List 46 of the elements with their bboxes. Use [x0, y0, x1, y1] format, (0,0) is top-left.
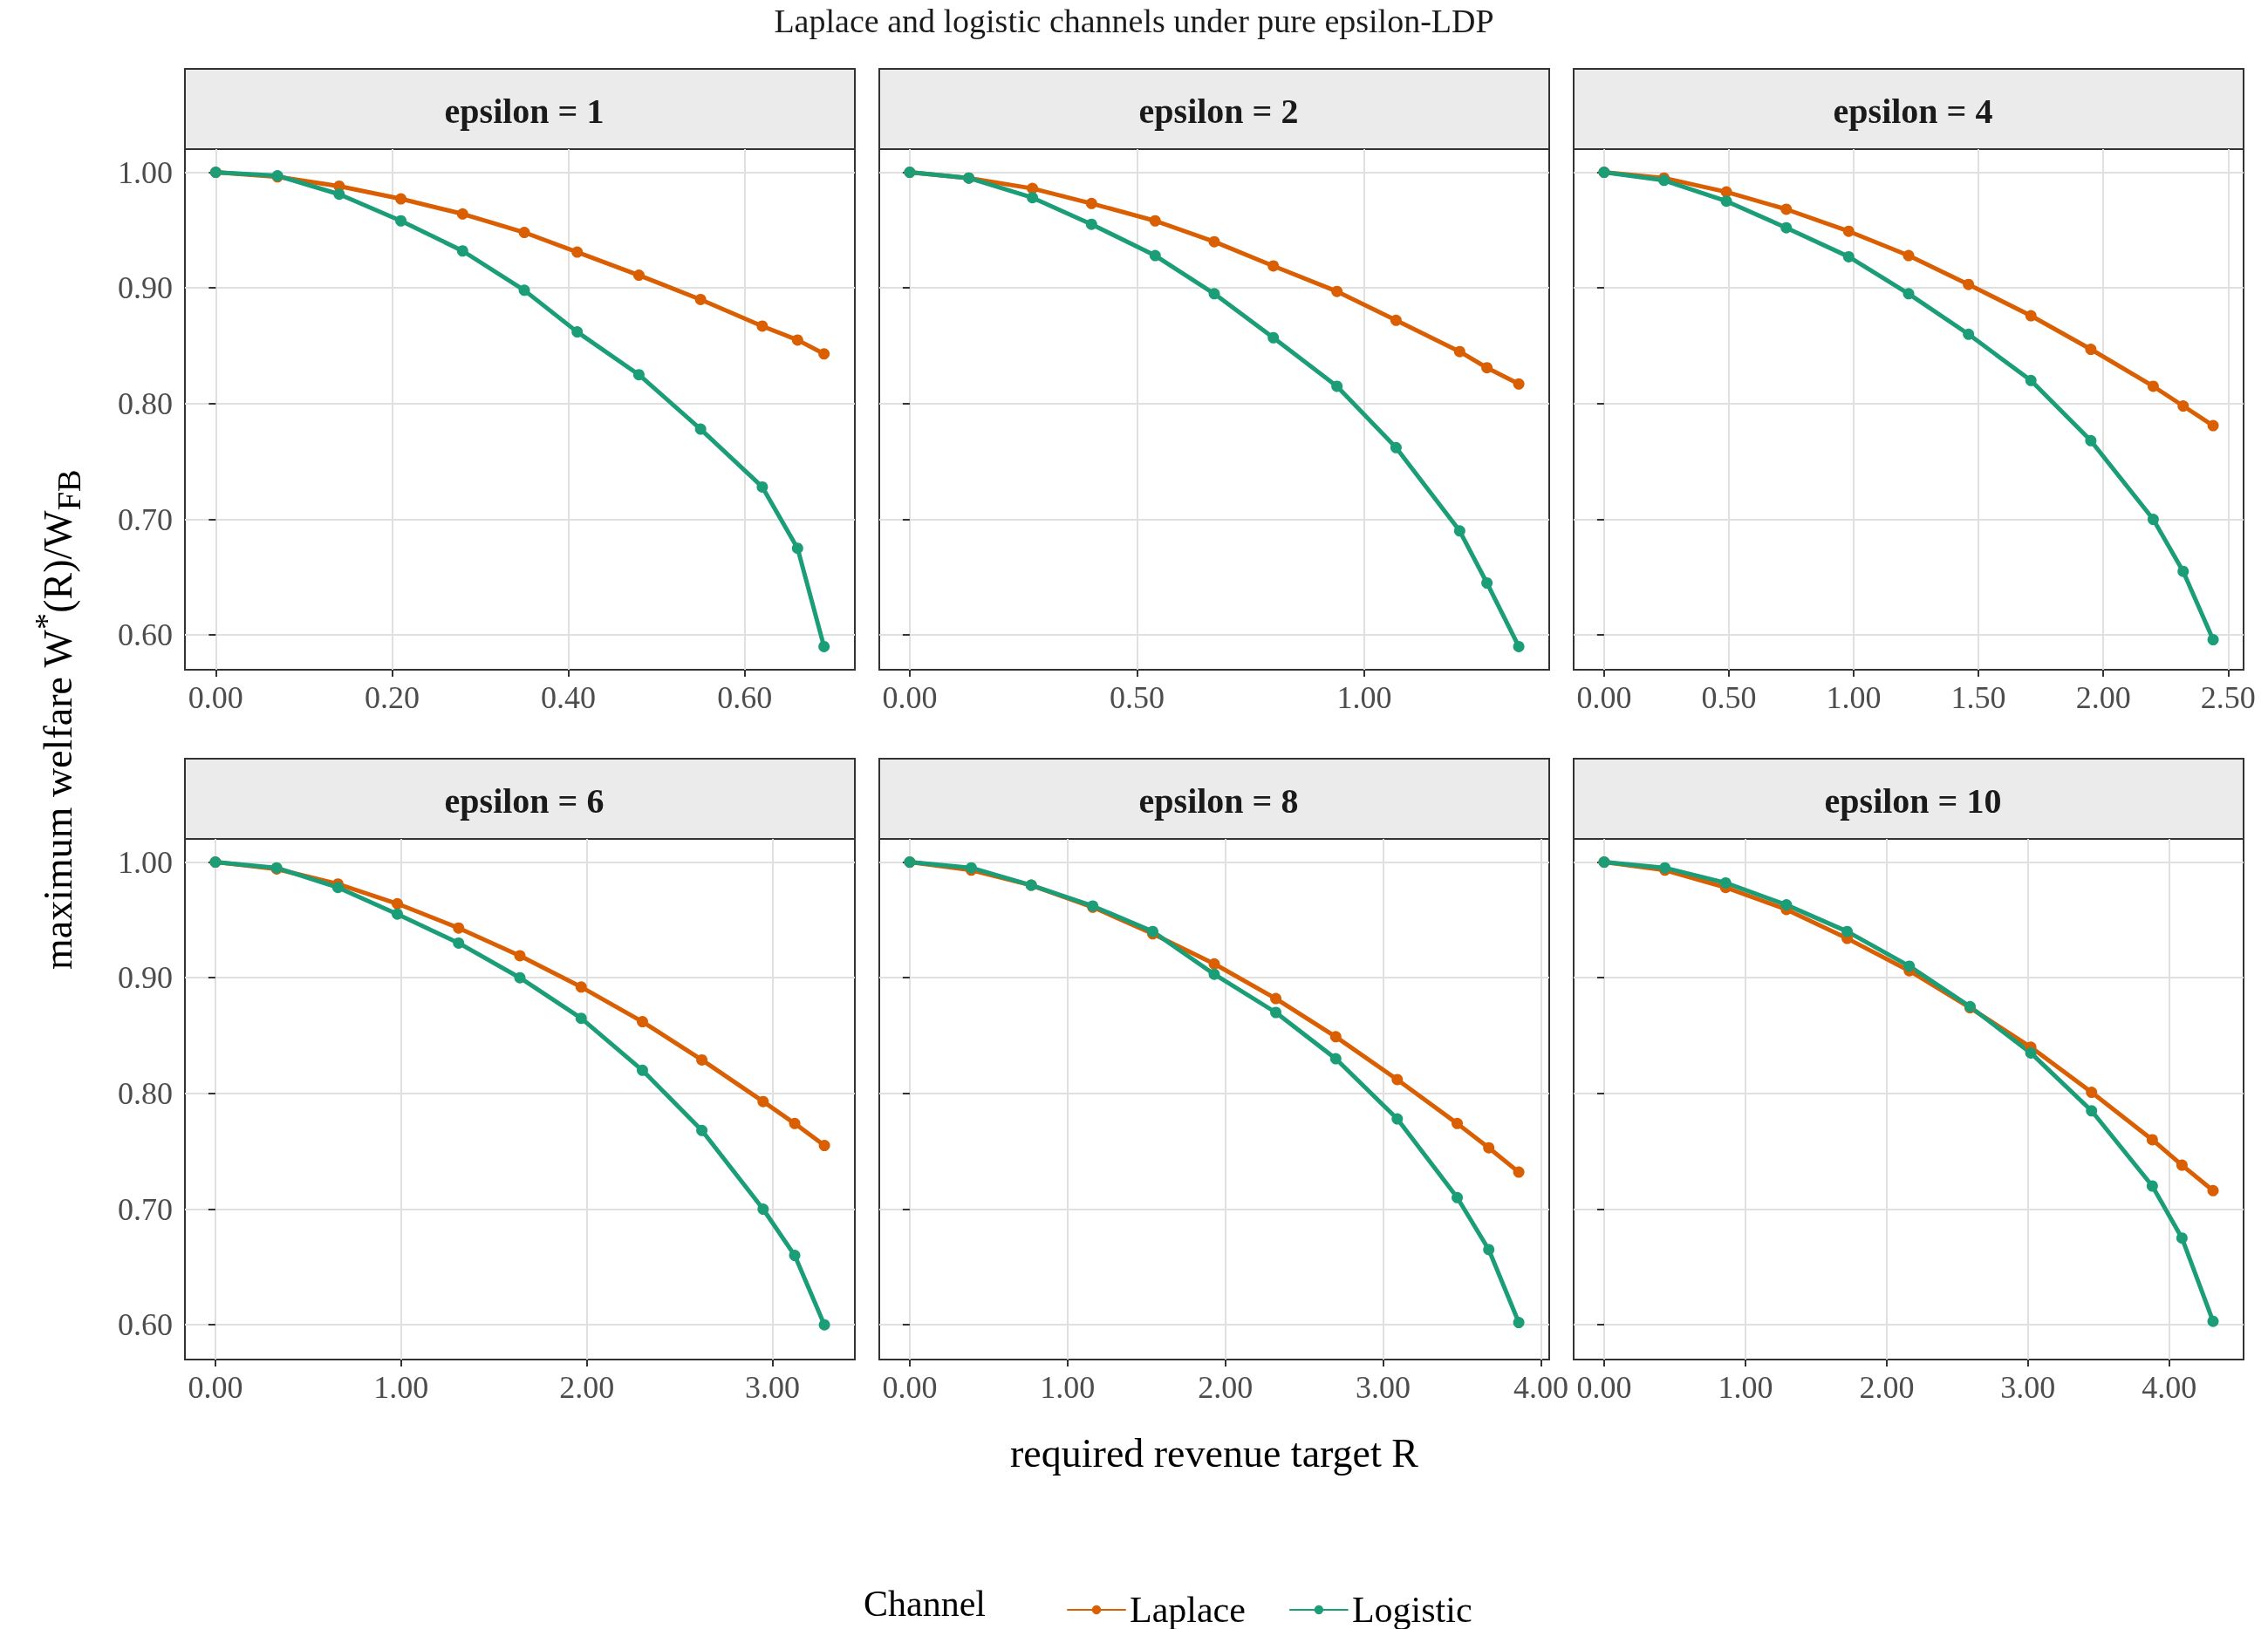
x-tick-label: 1.00 — [1718, 1370, 1773, 1405]
x-tick-label: 1.00 — [1826, 680, 1882, 715]
x-tick-label: 0.00 — [882, 680, 938, 715]
x-tick-label: 0.00 — [188, 1370, 243, 1405]
x-tick-label: 4.00 — [2142, 1370, 2197, 1405]
x-tick-label: 1.00 — [1040, 1370, 1096, 1405]
x-tick-label: 2.00 — [1198, 1370, 1254, 1405]
y-tick-label: 1.00 — [118, 844, 173, 880]
chart-subtitle: epsilon = 4 — [1833, 92, 1993, 131]
x-tick-label: 1.00 — [1336, 680, 1392, 715]
x-tick-label: 0.40 — [541, 680, 597, 715]
y-tick-label: 0.90 — [118, 960, 173, 996]
y-tick-label: 0.60 — [118, 1307, 173, 1343]
x-tick-label: 0.60 — [717, 680, 773, 715]
y-tick-label: 1.00 — [118, 154, 173, 190]
y-tick-label: 0.90 — [118, 270, 173, 306]
x-tick-label: 3.00 — [2000, 1370, 2056, 1405]
x-tick-label: 4.00 — [1513, 1370, 1568, 1405]
x-tick-label: 0.00 — [1576, 680, 1632, 715]
x-tick-label: 3.00 — [744, 1370, 800, 1405]
x-tick-label: 1.00 — [373, 1370, 429, 1405]
x-tick-label: 2.00 — [559, 1370, 615, 1405]
chart-subtitle: epsilon = 6 — [444, 781, 605, 821]
x-tick-label: 0.50 — [1109, 680, 1165, 715]
x-tick-label: 2.00 — [1859, 1370, 1915, 1405]
x-tick-label: 0.00 — [188, 680, 243, 715]
x-tick-label: 0.00 — [882, 1370, 938, 1405]
x-tick-label: 0.00 — [1576, 1370, 1632, 1405]
y-tick-label: 0.70 — [118, 501, 173, 537]
chart-subtitle: epsilon = 10 — [1824, 781, 2002, 821]
x-tick-label: 2.50 — [2200, 680, 2256, 715]
legend-title: Channel — [864, 1584, 986, 1624]
chart-subtitle: epsilon = 1 — [444, 92, 605, 131]
chart-title: Laplace and logistic channels under pure epsilon-LDP — [773, 2, 1495, 40]
y-tick-label: 0.80 — [118, 385, 173, 421]
x-tick-label: 0.50 — [1701, 680, 1757, 715]
x-tick-label: 3.00 — [1356, 1370, 1411, 1405]
y-tick-label: 0.70 — [118, 1191, 173, 1227]
chart-subtitle: epsilon = 8 — [1138, 781, 1299, 821]
x-tick-label: 2.00 — [2075, 680, 2131, 715]
x-tick-label: 1.50 — [1950, 680, 2006, 715]
y-tick-label: 0.60 — [118, 617, 173, 653]
y-tick-label: 0.80 — [118, 1075, 173, 1111]
chart-subtitle: epsilon = 2 — [1138, 92, 1299, 131]
x-tick-label: 0.20 — [364, 680, 420, 715]
x-axis-title: required revenue target R — [1009, 1430, 1419, 1476]
